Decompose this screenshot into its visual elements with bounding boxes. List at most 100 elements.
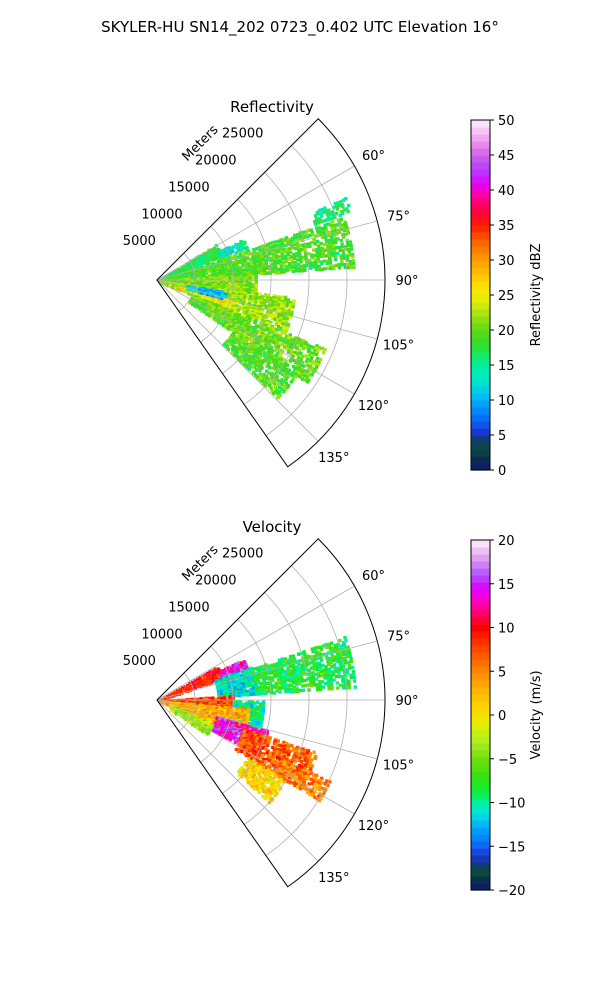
echo-gate bbox=[247, 337, 252, 341]
echo-gate bbox=[237, 715, 241, 719]
echo-gate bbox=[293, 233, 297, 238]
colorbar-segment bbox=[471, 148, 490, 156]
echo-gate bbox=[241, 361, 245, 366]
echo-gate bbox=[340, 674, 345, 679]
echo-gate bbox=[268, 301, 272, 305]
echo-gate bbox=[245, 342, 250, 346]
echo-gate bbox=[278, 393, 282, 398]
echo-gate bbox=[323, 347, 327, 352]
echo-gate bbox=[266, 246, 271, 250]
echo-gate bbox=[241, 708, 245, 713]
echo-gate bbox=[260, 727, 264, 732]
echo-gate bbox=[260, 681, 264, 686]
echo-gate bbox=[292, 667, 296, 672]
echo-region bbox=[250, 635, 357, 696]
echo-gate bbox=[348, 260, 353, 264]
echo-gate bbox=[255, 692, 259, 696]
echo-gate bbox=[293, 260, 298, 265]
echo-gate bbox=[291, 377, 295, 382]
echo-gate bbox=[242, 682, 246, 686]
echo-gate bbox=[260, 379, 264, 383]
echo-gate bbox=[248, 290, 252, 295]
echo-gate bbox=[315, 252, 320, 257]
echo-gate bbox=[223, 295, 227, 299]
echo-gate bbox=[262, 303, 266, 308]
echo-gate bbox=[218, 292, 222, 296]
echo-gate bbox=[336, 686, 340, 690]
echo-gate bbox=[295, 251, 299, 256]
echo-gate bbox=[316, 221, 320, 225]
echo-gate bbox=[295, 339, 299, 343]
echo-gate bbox=[264, 674, 268, 678]
echo-gate bbox=[342, 256, 346, 260]
echo-gate bbox=[248, 362, 252, 366]
echo-gate bbox=[223, 255, 228, 259]
echo-gate bbox=[269, 345, 274, 349]
echo-gate bbox=[341, 248, 345, 253]
echo-gate bbox=[275, 352, 280, 356]
echo-gate bbox=[261, 746, 265, 750]
echo-gate bbox=[270, 665, 275, 669]
echo-gate bbox=[183, 271, 188, 275]
echo-gate bbox=[293, 243, 297, 247]
echo-gate bbox=[244, 264, 248, 269]
echo-gate bbox=[298, 666, 302, 670]
echo-gate bbox=[344, 232, 348, 237]
echo-gate bbox=[289, 657, 293, 661]
echo-gate bbox=[304, 359, 309, 364]
echo-gate bbox=[306, 662, 310, 667]
colorbar-segment bbox=[471, 365, 490, 373]
echo-gate bbox=[245, 273, 250, 277]
echo-gate bbox=[262, 763, 266, 767]
echo-gate bbox=[283, 254, 288, 258]
echo-gate bbox=[288, 348, 292, 352]
echo-gate bbox=[253, 745, 258, 750]
echo-gate bbox=[334, 645, 338, 650]
echo-gate bbox=[309, 356, 314, 360]
echo-gate bbox=[218, 732, 222, 736]
echo-gate bbox=[293, 660, 297, 665]
echo-gate bbox=[282, 380, 286, 384]
echo-gate bbox=[269, 691, 274, 695]
echo-gate bbox=[315, 228, 320, 232]
echo-gate bbox=[205, 697, 209, 701]
echo-gate bbox=[318, 249, 322, 253]
echo-gate bbox=[234, 251, 239, 255]
echo-gate bbox=[314, 359, 319, 363]
echo-gate bbox=[265, 266, 269, 270]
echo-gate bbox=[321, 351, 326, 355]
echo-gate bbox=[298, 338, 303, 342]
echo-gate bbox=[311, 675, 315, 679]
echo-gate bbox=[266, 687, 271, 692]
echo-gate bbox=[196, 305, 200, 309]
echo-gate bbox=[290, 690, 294, 694]
echo-gate bbox=[246, 667, 251, 671]
echo-gate bbox=[352, 675, 356, 680]
echo-gate bbox=[264, 747, 268, 751]
echo-gate bbox=[272, 360, 276, 364]
echo-gate bbox=[253, 320, 257, 325]
echo-gate bbox=[327, 252, 331, 257]
colorbar-segment bbox=[471, 239, 490, 247]
echo-gate bbox=[249, 710, 254, 714]
echo-gate bbox=[287, 671, 291, 675]
echo-gate bbox=[211, 696, 215, 700]
colorbar-segment bbox=[471, 463, 490, 471]
echo-gate bbox=[258, 368, 262, 372]
echo-gate bbox=[330, 687, 334, 691]
echo-gate bbox=[299, 243, 303, 248]
echo-gate bbox=[309, 666, 314, 670]
echo-gate bbox=[232, 261, 236, 265]
echo-gate bbox=[277, 312, 282, 317]
echo-gate bbox=[327, 681, 331, 685]
echo-gate bbox=[264, 690, 268, 694]
echo-gate bbox=[258, 689, 262, 693]
echo-gate bbox=[249, 295, 253, 299]
colorbar-segment bbox=[471, 183, 490, 191]
echo-gate bbox=[324, 254, 329, 258]
echo-gate bbox=[221, 733, 225, 737]
echo-gate bbox=[226, 666, 230, 670]
echo-gate bbox=[240, 248, 244, 253]
echo-gate bbox=[230, 351, 235, 355]
echo-gate bbox=[311, 649, 315, 654]
